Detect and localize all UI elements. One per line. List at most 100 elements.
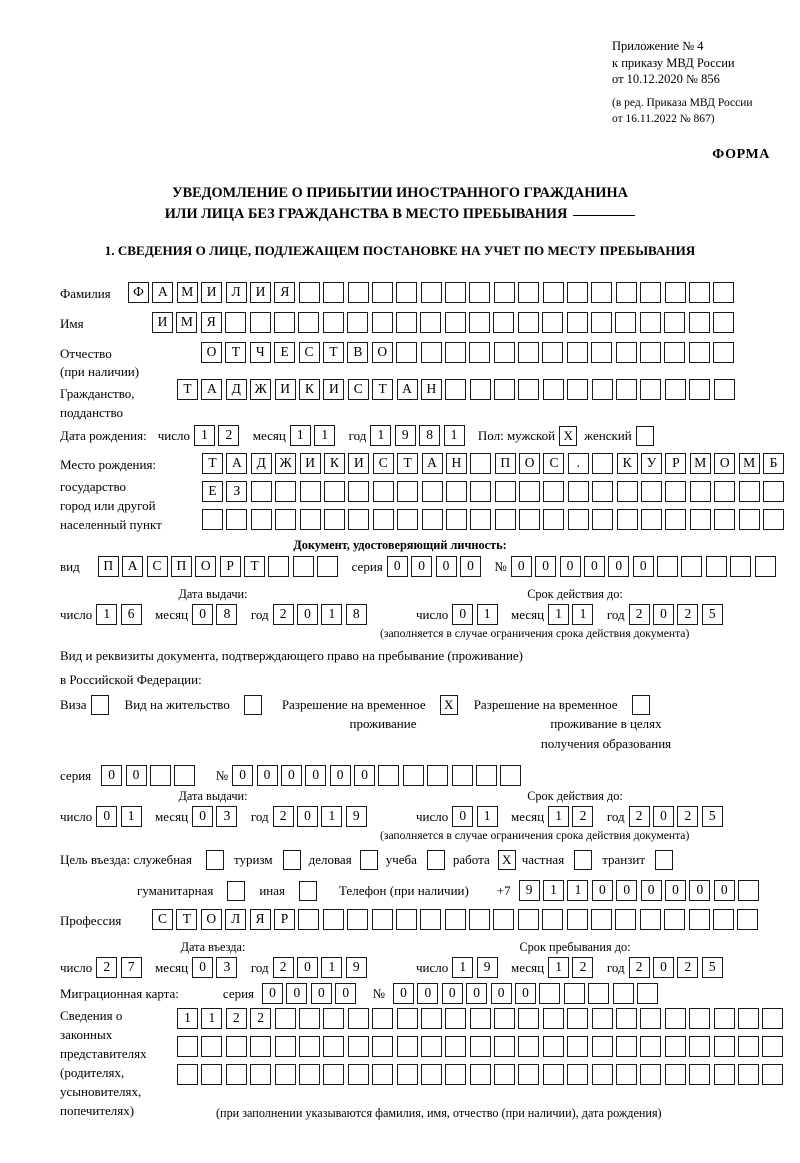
char-cell[interactable]: 2 [250,1008,272,1029]
char-cell[interactable] [299,481,321,502]
char-cell[interactable] [372,1064,394,1085]
char-cell[interactable] [494,1008,516,1029]
char-cell[interactable]: Я [200,312,222,333]
char-cell[interactable]: Т [176,909,198,930]
char-cell[interactable] [567,1064,589,1085]
char-cell[interactable]: Т [244,556,266,577]
char-cell[interactable] [563,983,585,1004]
char-cell[interactable] [420,1064,442,1085]
char-cell[interactable]: 1 [476,604,498,625]
char-cell[interactable] [250,1064,272,1085]
char-cell[interactable] [640,1064,662,1085]
char-cell[interactable] [226,509,248,530]
char-cell[interactable] [705,556,727,577]
char-cell[interactable] [592,481,614,502]
char-cell[interactable] [518,282,540,303]
char-cell[interactable]: Е [202,481,223,502]
char-cell[interactable]: 2 [628,806,650,827]
char-cell[interactable]: П [494,453,516,474]
char-cell[interactable]: 0 [310,983,332,1004]
char-cell[interactable]: 2 [572,957,594,978]
char-cell[interactable]: Л [225,282,247,303]
char-cell[interactable] [395,909,417,930]
char-cell[interactable] [737,1008,759,1029]
char-cell[interactable]: 0 [459,556,481,577]
char-cell[interactable] [420,282,442,303]
char-cell[interactable] [396,1064,418,1085]
char-cell[interactable] [292,556,314,577]
char-cell[interactable] [420,312,442,333]
char-cell[interactable] [567,379,589,400]
char-cell[interactable]: О [200,909,222,930]
char-cell[interactable] [688,342,710,363]
char-cell[interactable] [347,282,369,303]
char-cell[interactable] [539,983,561,1004]
char-cell[interactable]: 0 [510,556,532,577]
char-cell[interactable] [591,1008,613,1029]
char-cell[interactable]: 5 [701,604,723,625]
char-cell[interactable]: И [299,453,321,474]
char-cell[interactable]: 0 [96,806,118,827]
char-cell[interactable] [713,1036,735,1057]
char-cell[interactable] [420,342,442,363]
char-cell[interactable] [640,1036,662,1057]
char-cell[interactable]: 2 [272,604,294,625]
char-cell[interactable]: 2 [677,957,699,978]
char-cell[interactable] [592,453,614,474]
char-cell[interactable] [640,282,662,303]
char-cell[interactable] [689,481,711,502]
char-cell[interactable] [494,481,516,502]
char-cell[interactable] [274,1036,296,1057]
checkbox-purpose-transit[interactable] [655,850,674,870]
char-cell[interactable] [347,1008,369,1029]
legal-rep-row-2-cells[interactable] [177,1036,784,1057]
char-cell[interactable]: Н [445,453,467,474]
char-cell[interactable] [517,312,539,333]
char-cell[interactable]: Р [273,909,295,930]
char-cell[interactable]: 2 [218,425,240,446]
char-cell[interactable] [347,1036,369,1057]
char-cell[interactable] [299,509,321,530]
char-cell[interactable] [737,909,759,930]
char-cell[interactable] [518,1008,540,1029]
char-cell[interactable] [469,1064,491,1085]
char-cell[interactable] [371,312,393,333]
char-cell[interactable] [174,765,196,786]
char-cell[interactable] [518,1036,540,1057]
char-cell[interactable] [657,556,679,577]
char-cell[interactable] [372,1008,394,1029]
char-cell[interactable]: 8 [345,604,367,625]
char-cell[interactable] [347,312,369,333]
birth-place-row-3-cells[interactable] [202,509,784,530]
char-cell[interactable]: 1 [96,604,118,625]
char-cell[interactable] [754,556,776,577]
char-cell[interactable] [420,1008,442,1029]
char-cell[interactable]: 2 [225,1008,247,1029]
char-cell[interactable]: 0 [583,556,605,577]
char-cell[interactable] [397,509,419,530]
char-cell[interactable]: 0 [608,556,630,577]
char-cell[interactable] [689,1008,711,1029]
char-cell[interactable] [713,379,735,400]
char-cell[interactable] [445,379,467,400]
char-cell[interactable]: М [176,312,198,333]
char-cell[interactable] [616,1008,638,1029]
char-cell[interactable]: Я [274,282,296,303]
char-cell[interactable]: 0 [411,556,433,577]
char-cell[interactable]: 7 [120,957,142,978]
char-cell[interactable] [737,1064,759,1085]
char-cell[interactable] [494,1064,516,1085]
char-cell[interactable]: И [348,453,370,474]
char-cell[interactable] [612,983,634,1004]
char-cell[interactable] [616,379,638,400]
char-cell[interactable]: 1 [548,806,570,827]
